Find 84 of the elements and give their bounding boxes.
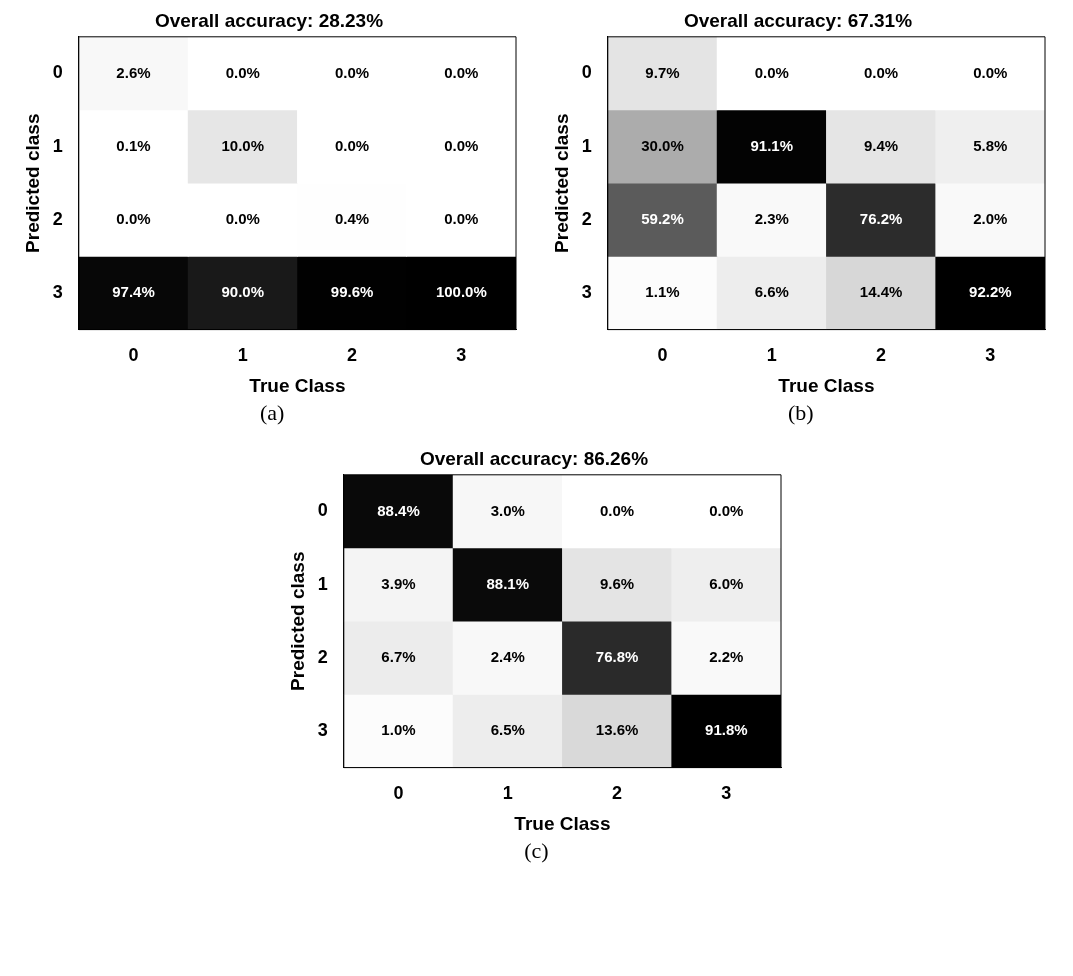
data-label: 0.0% bbox=[116, 209, 151, 227]
chart-title: Overall accuracy: 28.23% bbox=[155, 9, 384, 31]
data-label: 92.2% bbox=[968, 283, 1012, 301]
x-tick-label: 0 bbox=[657, 345, 668, 366]
x-tick-label: 2 bbox=[875, 345, 886, 366]
y-axis-title: Predicted class bbox=[21, 113, 43, 253]
chart-title: Overall accuracy: 86.26% bbox=[419, 447, 648, 469]
text: (c) bbox=[524, 838, 549, 864]
data-label: 0.0% bbox=[444, 209, 479, 227]
data-label: 88.1% bbox=[485, 574, 529, 592]
data-label: 91.8% bbox=[704, 721, 748, 739]
data-label: 6.5% bbox=[490, 721, 525, 739]
x-tick-label: 3 bbox=[456, 345, 467, 366]
data-label: 2.0% bbox=[973, 209, 1008, 227]
data-label: 9.6% bbox=[599, 574, 634, 592]
data-label: 2.4% bbox=[490, 647, 525, 665]
chart-title: Overall accuracy: 67.31% bbox=[683, 9, 912, 31]
x-axis-title: True Class bbox=[513, 812, 610, 834]
data-label: 9.4% bbox=[863, 136, 898, 154]
x-tick-label: 2 bbox=[347, 345, 358, 366]
data-label: 0.0% bbox=[973, 63, 1008, 81]
data-label: 6.6% bbox=[754, 283, 789, 301]
data-label: 0.0% bbox=[225, 209, 261, 227]
data-label: 1.0% bbox=[380, 721, 416, 739]
y-tick-label: 3 bbox=[317, 719, 328, 740]
x-tick-label: 1 bbox=[238, 345, 249, 366]
y-tick-label: 2 bbox=[53, 208, 64, 229]
data-label: 76.8% bbox=[595, 647, 638, 665]
y-axis-title: Predicted class bbox=[286, 551, 308, 691]
data-label: 99.6% bbox=[331, 283, 374, 301]
x-tick-label: 2 bbox=[611, 783, 622, 804]
y-tick-label: 3 bbox=[53, 281, 64, 302]
data-label: 10.0% bbox=[221, 136, 265, 154]
data-label: 13.6% bbox=[595, 721, 638, 739]
data-label: 0.0% bbox=[335, 136, 370, 154]
x-tick-label: 1 bbox=[766, 345, 777, 366]
x-tick-label: 1 bbox=[502, 783, 513, 804]
y-tick-label: 2 bbox=[581, 208, 592, 229]
y-axis-title: Predicted class bbox=[550, 113, 572, 253]
data-label: 0.0% bbox=[335, 63, 370, 81]
data-label: 5.8% bbox=[973, 136, 1008, 154]
y-tick-label: 0 bbox=[317, 500, 328, 521]
y-tick-label: 1 bbox=[581, 135, 592, 156]
text: (a) bbox=[260, 400, 285, 426]
data-label: 0.0% bbox=[708, 501, 743, 519]
data-label: 14.4% bbox=[859, 283, 903, 301]
data-label: 3.0% bbox=[490, 501, 525, 519]
data-label: 0.0% bbox=[599, 501, 634, 519]
data-label: 0.0% bbox=[863, 63, 898, 81]
data-label: 9.7% bbox=[645, 63, 680, 81]
data-label: 59.2% bbox=[640, 209, 684, 227]
data-label: 30.0% bbox=[640, 136, 684, 154]
data-label: 0.0% bbox=[444, 63, 479, 81]
y-tick-label: 0 bbox=[581, 62, 592, 83]
data-label: 6.0% bbox=[708, 574, 743, 592]
y-tick-label: 3 bbox=[581, 281, 592, 302]
data-label: 100.0% bbox=[436, 283, 488, 301]
data-label: 2.6% bbox=[116, 63, 151, 81]
x-tick-label: 3 bbox=[985, 345, 996, 366]
data-label: 76.2% bbox=[859, 209, 903, 227]
data-label: 2.2% bbox=[708, 647, 743, 665]
y-tick-label: 1 bbox=[53, 135, 64, 156]
data-label: 1.1% bbox=[645, 283, 680, 301]
data-label: 0.0% bbox=[225, 63, 261, 81]
data-label: 97.4% bbox=[112, 283, 155, 301]
data-label: 88.4% bbox=[376, 501, 420, 519]
x-axis-title: True Class bbox=[249, 374, 346, 396]
data-label: 6.7% bbox=[380, 647, 416, 665]
text: (b) bbox=[787, 400, 814, 426]
data-label: 3.9% bbox=[380, 574, 416, 592]
data-label: 0.0% bbox=[754, 63, 789, 81]
x-tick-label: 3 bbox=[720, 783, 731, 804]
data-label: 91.1% bbox=[750, 136, 793, 154]
data-label: 0.4% bbox=[335, 209, 370, 227]
x-tick-label: 0 bbox=[128, 345, 139, 366]
data-label: 90.0% bbox=[221, 283, 265, 301]
data-label: 0.0% bbox=[444, 136, 479, 154]
data-label: 0.1% bbox=[116, 136, 151, 154]
x-axis-title: True Class bbox=[778, 374, 875, 396]
x-tick-label: 0 bbox=[392, 783, 403, 804]
y-tick-label: 2 bbox=[317, 646, 328, 667]
y-tick-label: 1 bbox=[317, 573, 328, 594]
data-label: 2.3% bbox=[754, 209, 789, 227]
y-tick-label: 0 bbox=[53, 62, 64, 83]
